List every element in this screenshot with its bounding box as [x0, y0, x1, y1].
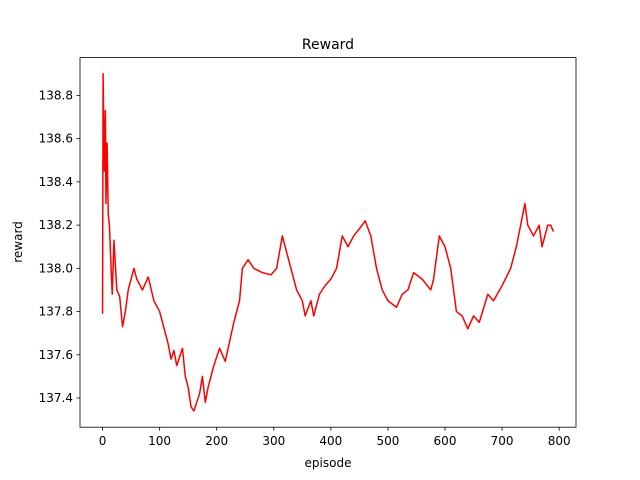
y-tick-label: 138.8: [39, 88, 73, 102]
x-tick-label: 300: [262, 434, 285, 448]
y-tick-label: 138.4: [39, 175, 73, 189]
y-tick-label: 138.0: [39, 261, 73, 275]
y-tick-label: 137.4: [39, 391, 73, 405]
x-tick-label: 0: [99, 434, 107, 448]
x-tick-label: 600: [434, 434, 457, 448]
y-tick-label: 137.8: [39, 305, 73, 319]
data-line: [101, 73, 555, 412]
x-tick-label: 100: [148, 434, 171, 448]
x-tick-label: 500: [376, 434, 399, 448]
x-axis-label: episode: [305, 456, 352, 470]
chart-title: Reward: [302, 37, 354, 53]
plot-frame: [79, 57, 577, 428]
x-tick-label: 800: [548, 434, 571, 448]
y-tick-label: 138.2: [39, 218, 73, 232]
x-tick-label: 700: [491, 434, 514, 448]
y-tick-label: 138.6: [39, 132, 73, 146]
y-axis-label: reward: [11, 221, 25, 263]
x-tick-label: 200: [205, 434, 228, 448]
x-tick-label: 400: [319, 434, 342, 448]
y-tick-label: 137.6: [39, 348, 73, 362]
